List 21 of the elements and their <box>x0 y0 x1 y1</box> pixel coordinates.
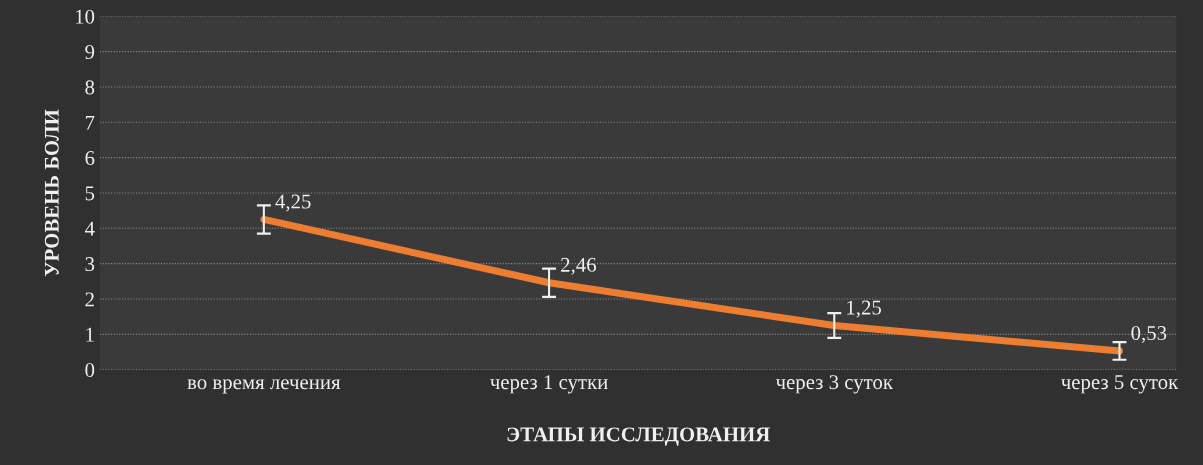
x-tick-label: во время лечения <box>187 379 341 394</box>
x-tick-label: через 1 сутки <box>490 375 608 394</box>
y-tick-label: 3 <box>85 257 95 272</box>
y-tick-label: 9 <box>85 45 95 60</box>
y-tick-label: 10 <box>75 9 95 24</box>
y-axis-title: УРОВЕНЬ БОЛИ <box>44 109 59 277</box>
x-tick-label: через 5 суток <box>1061 375 1179 394</box>
data-label: 2,46 <box>561 257 597 275</box>
y-tick-label: 7 <box>85 115 95 130</box>
x-tick-label: через 3 суток <box>775 375 894 394</box>
data-label: 1,25 <box>847 300 882 318</box>
y-tick-label: 8 <box>85 80 95 95</box>
y-tick-label: 2 <box>85 292 94 307</box>
data-label: 0,53 <box>1131 325 1167 344</box>
y-tick-label: 5 <box>85 186 95 201</box>
y-tick-label: 0 <box>85 363 95 378</box>
y-tick-label: 4 <box>84 221 95 236</box>
y-tick-label: 1 <box>86 327 94 342</box>
y-tick-label: 6 <box>85 151 95 166</box>
data-label: 4,25 <box>275 194 311 212</box>
x-axis-title: ЭТАПЫ ИССЛЕДОВАНИЯ <box>507 427 770 446</box>
